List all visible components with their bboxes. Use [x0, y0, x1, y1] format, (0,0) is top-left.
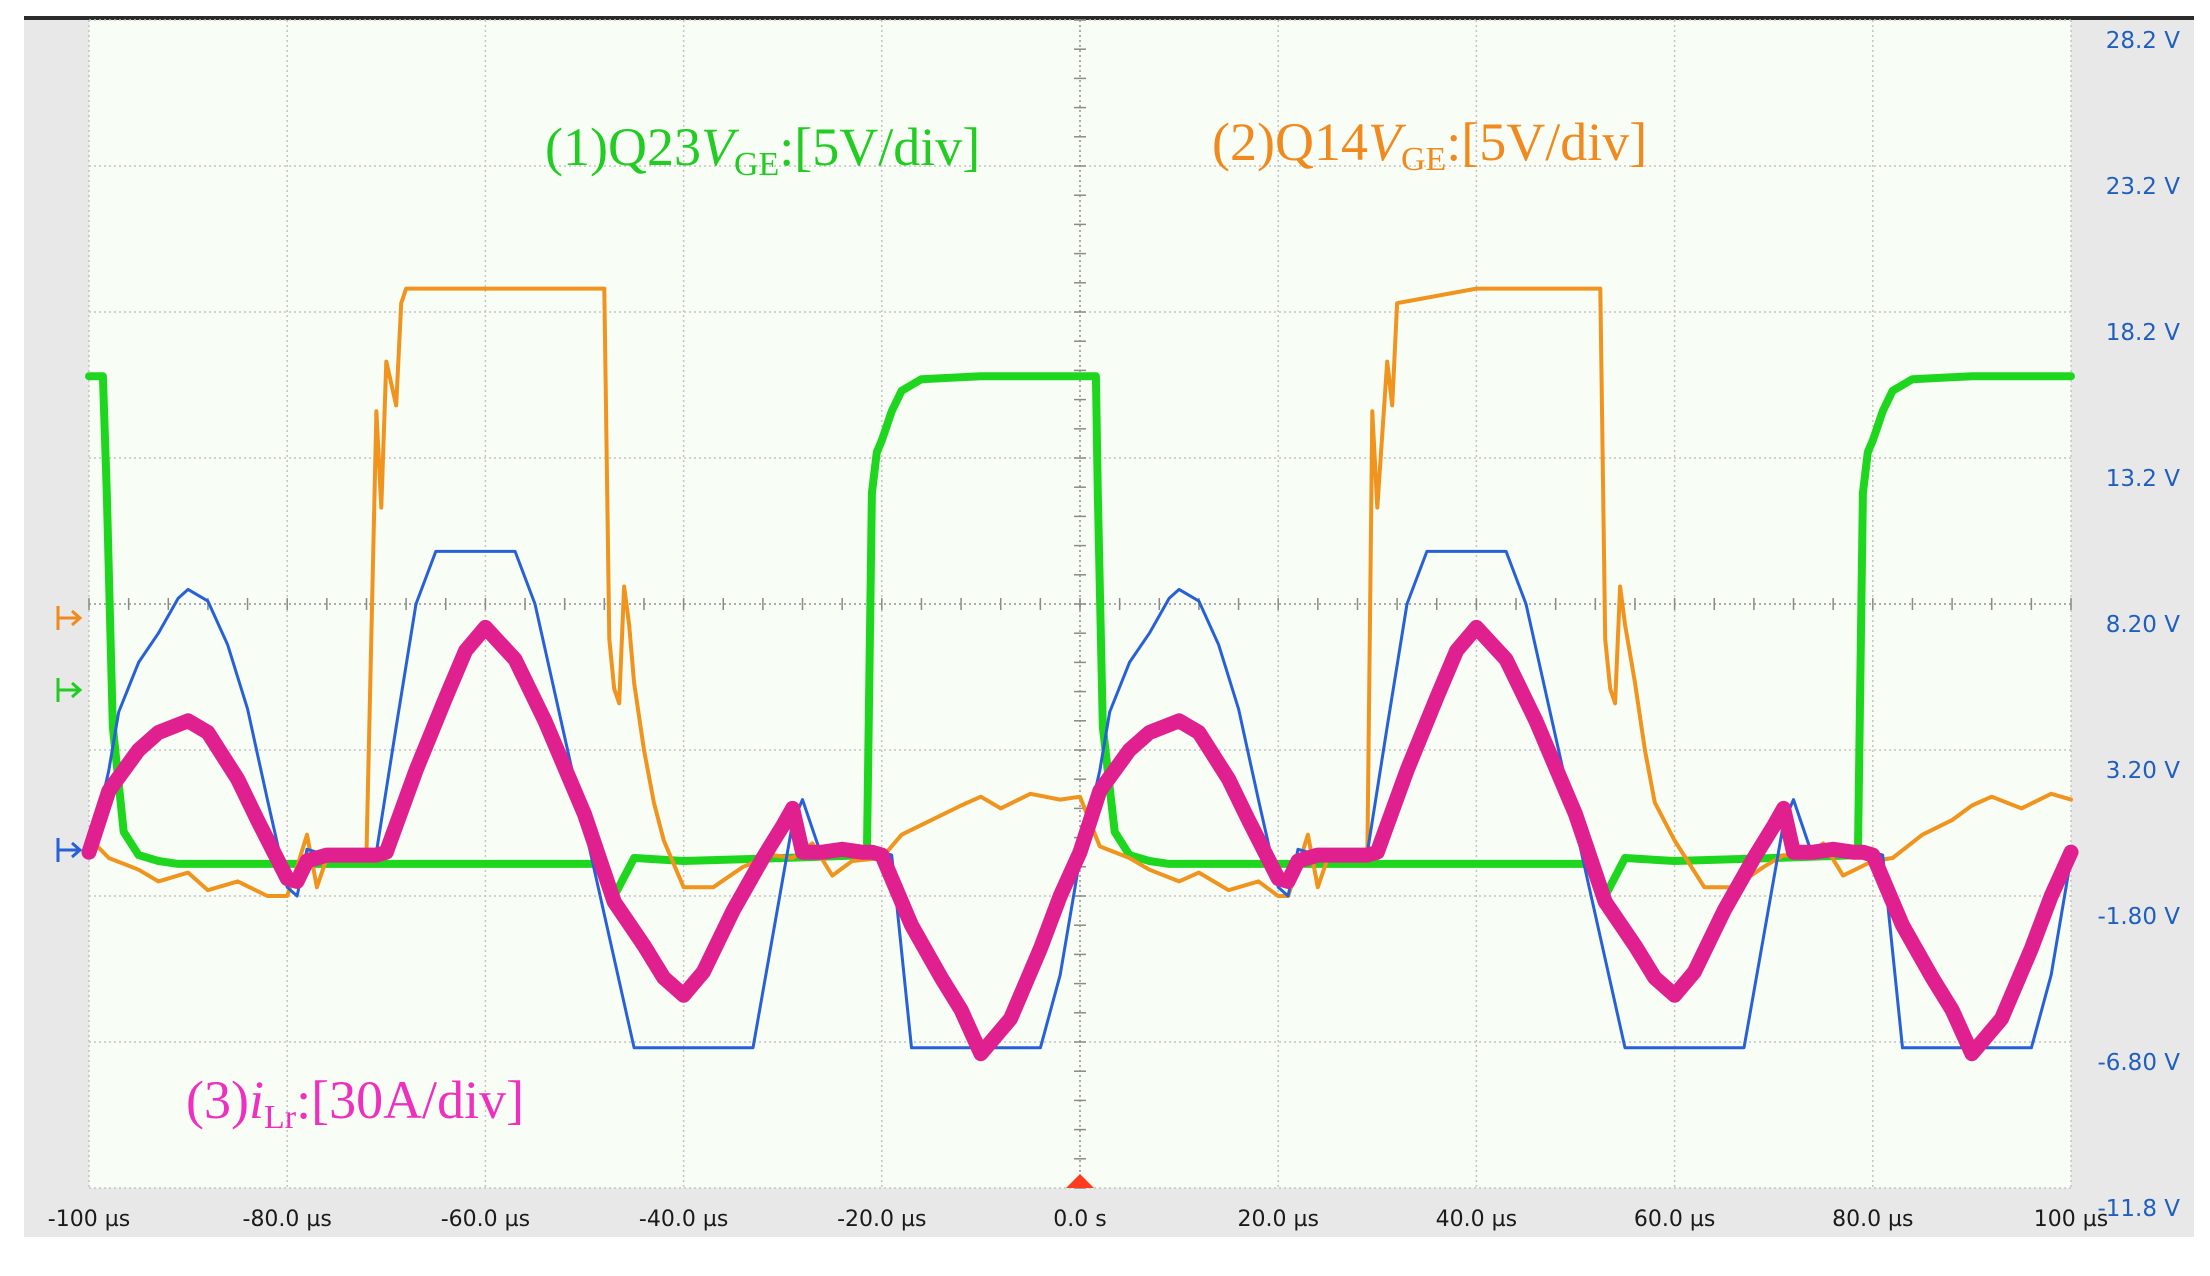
channel-markers: [56, 606, 1094, 1188]
y-tick-label: 18.2 V: [2106, 320, 2181, 346]
trigger-marker-icon: [1066, 1174, 1094, 1188]
x-tick-label: -100 µs: [48, 1207, 130, 1232]
y-axis-ticks: 28.2 V 23.2 V 18.2 V 13.2 V 8.20 V 3.20 V -1.8…: [2097, 28, 2180, 1222]
x-tick-label: 80.0 µs: [1832, 1207, 1913, 1232]
y-tick-label: 23.2 V: [2106, 174, 2181, 200]
y-tick-label: 8.20 V: [2106, 612, 2181, 638]
waveforms: [81, 286, 2079, 1062]
x-tick-label: -40.0 µs: [639, 1207, 728, 1232]
ch3-annotation: (3)iLr:[30A/div]: [186, 1070, 524, 1136]
x-tick-label: 100 µs: [2034, 1207, 2108, 1232]
y-tick-label: -1.80 V: [2097, 904, 2180, 930]
x-tick-label: -20.0 µs: [837, 1207, 926, 1232]
ch1-annotation: (1)Q23VGE:[5V/div]: [545, 117, 980, 183]
screen-top-frame: [24, 16, 2194, 20]
ch1-level-marker-icon: [56, 678, 83, 702]
x-tick-label: 60.0 µs: [1634, 1207, 1715, 1232]
x-tick-label: -60.0 µs: [441, 1207, 530, 1232]
ch2-annotation: (2)Q14VGE:[5V/div]: [1212, 112, 1647, 178]
x-axis-ticks: -100 µs -80.0 µs -60.0 µs -40.0 µs -20.0 µs 0…: [48, 1207, 2108, 1232]
y-tick-label: 13.2 V: [2106, 466, 2181, 492]
x-tick-label: 40.0 µs: [1436, 1207, 1517, 1232]
ch3-level-marker-icon: [56, 838, 83, 862]
x-tick-label: -80.0 µs: [243, 1207, 332, 1232]
y-tick-label: -11.8 V: [2097, 1196, 2180, 1222]
y-tick-label: 28.2 V: [2106, 28, 2181, 54]
x-tick-label: 0.0 s: [1053, 1207, 1106, 1232]
x-tick-label: 20.0 µs: [1237, 1207, 1318, 1232]
y-tick-label: -6.80 V: [2097, 1050, 2180, 1076]
y-tick-label: 3.20 V: [2106, 758, 2181, 784]
ch2-level-marker-icon: [56, 606, 83, 630]
